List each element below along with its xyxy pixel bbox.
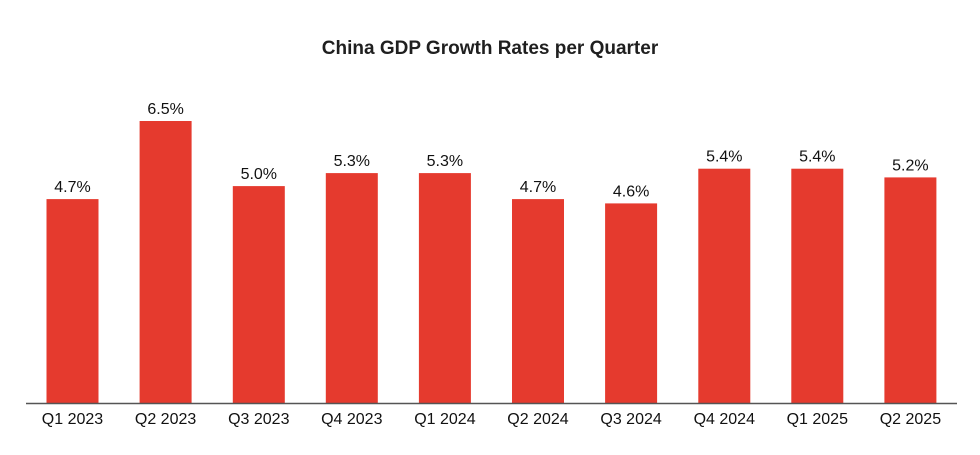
x-tick-labels-group: Q1 2023 Q2 2023 Q3 2023 Q4 2023 Q1 2024 Q2 20… [42,411,941,428]
bars-group [46,121,937,403]
data-label-q2-2024: 4.7% [520,179,556,196]
data-label-q3-2023: 5.0% [241,166,277,183]
data-label-q2-2025: 5.2% [892,157,928,174]
data-label-q3-2024: 4.6% [613,183,649,200]
bar-q2-2024 [512,199,564,403]
data-label-q1-2024: 5.3% [427,153,463,170]
bar-q1-2025 [791,168,844,403]
x-tick-label-q2-2023: Q2 2023 [135,411,196,428]
x-tick-label-q3-2023: Q3 2023 [228,411,289,428]
data-labels-group: 4.7% 6.5% 5.0% 5.3% 5.3% 4.7% 4.6% 5.4% 5.4% 5.2% [54,101,928,200]
bar-q3-2023 [232,186,285,403]
data-label-q4-2024: 5.4% [706,149,742,166]
bar-q4-2024 [698,168,751,403]
data-label-q2-2023: 6.5% [147,101,183,118]
bar-q2-2025 [884,177,937,403]
data-label-q1-2025: 5.4% [799,149,835,166]
bar-q2-2023 [139,121,192,403]
x-tick-label-q1-2025: Q1 2025 [787,411,848,428]
chart-title: China GDP Growth Rates per Quarter [322,38,659,59]
x-tick-label-q1-2024: Q1 2024 [414,411,475,428]
x-tick-label-q2-2024: Q2 2024 [507,411,568,428]
x-tick-label-q4-2024: Q4 2024 [694,411,755,428]
bar-q1-2023 [46,199,99,403]
x-tick-label-q2-2025: Q2 2025 [880,411,941,428]
x-tick-label-q4-2023: Q4 2023 [321,411,382,428]
data-label-q1-2023: 4.7% [54,179,90,196]
bar-q4-2023 [325,173,378,403]
bar-q3-2024 [605,203,658,403]
x-tick-label-q3-2024: Q3 2024 [600,411,661,428]
bar-q1-2024 [418,173,471,403]
x-tick-label-q1-2023: Q1 2023 [42,411,103,428]
data-label-q4-2023: 5.3% [334,153,370,170]
